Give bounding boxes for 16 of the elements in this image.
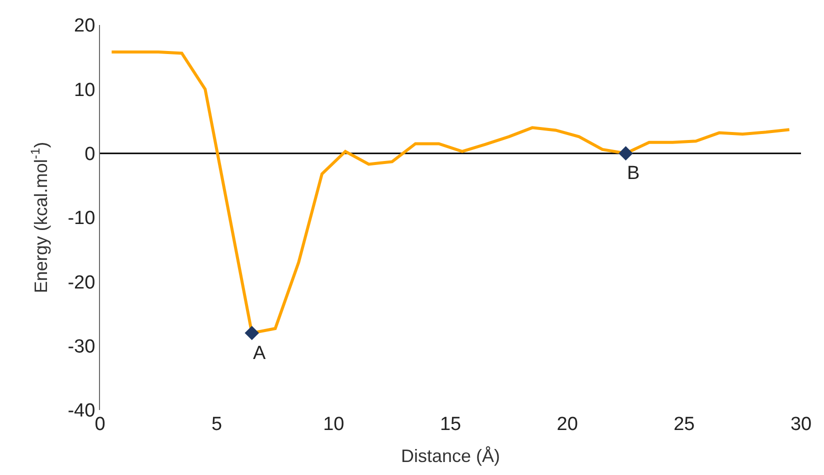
x-tick-label: 10 [323,414,344,435]
y-tick-label: -30 [68,336,96,358]
y-tick-label: -10 [68,208,96,230]
annotation: A [253,343,266,364]
x-tick-label: 15 [440,414,462,435]
y-tick-label: 10 [74,80,96,101]
annotation: B [627,163,640,184]
y-tick-label: 0 [84,144,96,165]
x-tick-label: 30 [790,414,812,435]
x-tick-label: 20 [556,414,578,435]
y-tick-label: -40 [68,400,96,422]
x-axis-title: Distance (Å) [400,446,500,466]
y-tick-label: -20 [68,272,96,294]
y-tick-label: 20 [74,16,96,37]
x-tick-label: 25 [674,414,695,435]
x-tick-label: 5 [212,414,222,435]
